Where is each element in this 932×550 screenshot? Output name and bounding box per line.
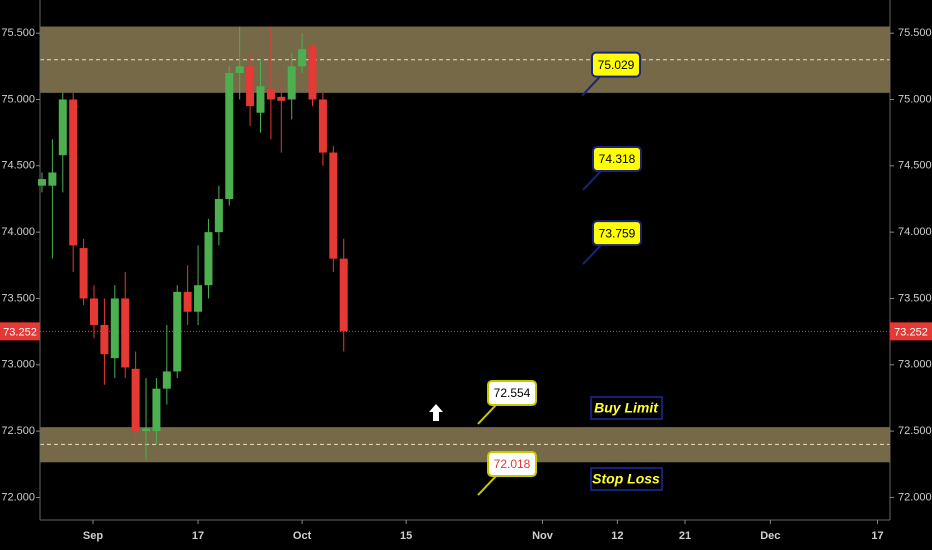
callout-pointer bbox=[582, 244, 602, 265]
candle-body bbox=[308, 46, 317, 100]
y-tick-label: 75.000 bbox=[1, 93, 35, 105]
y-tick-label: 75.500 bbox=[898, 27, 932, 39]
y-tick-label: 73.500 bbox=[898, 292, 932, 304]
y-tick-label: 72.500 bbox=[1, 425, 35, 437]
zone-label: Stop Loss bbox=[592, 471, 660, 487]
x-tick-label: 17 bbox=[871, 530, 883, 542]
y-tick-label: 72.000 bbox=[1, 491, 35, 503]
y-tick-label: 72.000 bbox=[898, 491, 932, 503]
y-tick-label: 74.000 bbox=[898, 226, 932, 238]
zone-label: Buy Limit bbox=[594, 400, 659, 416]
y-tick-label: 75.500 bbox=[1, 27, 35, 39]
callout-box bbox=[487, 379, 537, 406]
y-tick-label: 74.500 bbox=[1, 160, 35, 172]
x-tick-label: Oct bbox=[293, 530, 312, 542]
candle-body bbox=[204, 232, 213, 286]
y-tick-label: 73.000 bbox=[1, 359, 35, 371]
callout-label: 72.018 bbox=[494, 457, 531, 471]
x-tick-label: 12 bbox=[611, 530, 623, 542]
candle-body bbox=[131, 368, 140, 432]
candle-body bbox=[100, 325, 109, 355]
y-tick-label: 75.000 bbox=[898, 93, 932, 105]
candle-body bbox=[142, 428, 151, 432]
candle-body bbox=[183, 291, 192, 312]
callout-label: 72.554 bbox=[494, 386, 531, 400]
y-tick-label: 73.500 bbox=[1, 292, 35, 304]
x-tick-label: 15 bbox=[400, 530, 412, 542]
zone-label-box bbox=[590, 396, 663, 420]
candle-body bbox=[287, 66, 296, 100]
candle-body bbox=[298, 49, 307, 67]
callout-pointer bbox=[477, 475, 497, 496]
x-tick-label: 17 bbox=[192, 530, 204, 542]
candle-body bbox=[214, 198, 223, 233]
candle-body bbox=[329, 152, 338, 259]
callout-box bbox=[487, 451, 537, 478]
y-tick-label: 74.000 bbox=[1, 226, 35, 238]
candle-body bbox=[110, 298, 119, 359]
x-tick-label: 21 bbox=[679, 530, 691, 542]
callout-box bbox=[592, 220, 642, 247]
candle-body bbox=[90, 298, 99, 325]
last-price-label: 73.252 bbox=[3, 326, 37, 338]
callout-label: 75.029 bbox=[598, 58, 635, 72]
candle-body bbox=[225, 72, 234, 199]
x-tick-label: Nov bbox=[532, 530, 554, 542]
candle-body bbox=[277, 96, 286, 101]
callout-pointer bbox=[581, 75, 601, 97]
callout-label: 73.759 bbox=[599, 226, 636, 240]
callout-box bbox=[592, 145, 642, 172]
y-tick-label: 72.500 bbox=[898, 425, 932, 437]
callout-label: 74.318 bbox=[599, 152, 636, 166]
candle-body bbox=[246, 66, 255, 107]
candle-body bbox=[194, 285, 203, 312]
candle-body bbox=[266, 88, 275, 100]
candle-body bbox=[162, 371, 171, 389]
up-arrow bbox=[429, 404, 443, 421]
candle-body bbox=[318, 99, 327, 153]
candle-body bbox=[152, 388, 161, 432]
candle-body bbox=[37, 179, 46, 186]
callout-pointer bbox=[582, 170, 602, 191]
candle-body bbox=[235, 66, 244, 73]
last-price-label: 73.252 bbox=[894, 326, 928, 338]
callout-box bbox=[591, 51, 641, 78]
zone-label-box bbox=[590, 467, 663, 491]
candle-body bbox=[69, 99, 78, 246]
last-price-box bbox=[890, 322, 932, 341]
candle-body bbox=[79, 248, 88, 299]
candle-body bbox=[48, 172, 57, 186]
candle-body bbox=[173, 291, 182, 372]
y-tick-label: 74.500 bbox=[898, 160, 932, 172]
callout-pointer bbox=[477, 404, 497, 425]
y-tick-label: 73.000 bbox=[898, 359, 932, 371]
x-tick-label: Sep bbox=[83, 530, 103, 542]
candle-body bbox=[256, 86, 265, 113]
candle-body bbox=[58, 99, 67, 156]
x-tick-label: Dec bbox=[760, 530, 780, 542]
candle-body bbox=[339, 258, 348, 332]
last-price-box bbox=[0, 322, 40, 341]
candle-body bbox=[121, 298, 130, 368]
